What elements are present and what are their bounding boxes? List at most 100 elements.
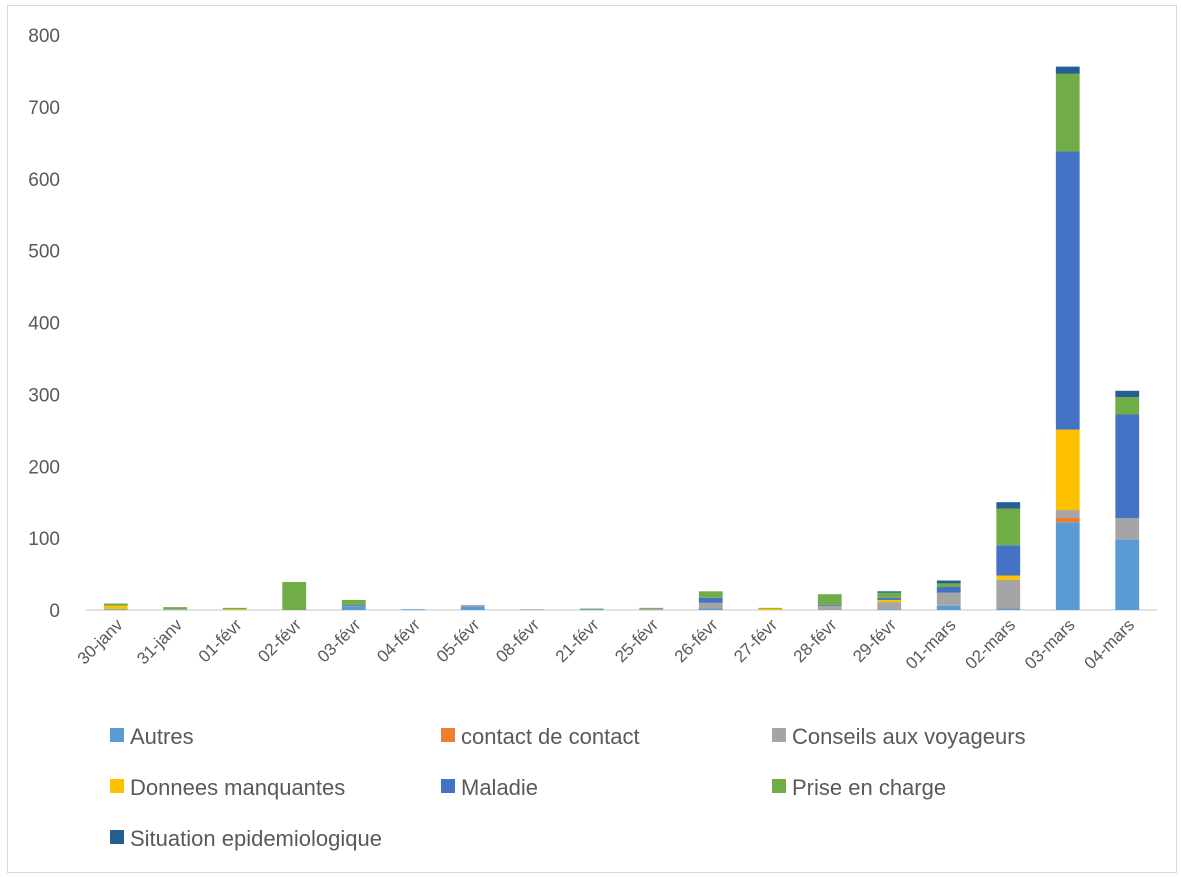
- y-tick-label: 100: [28, 529, 60, 550]
- bar-segment: [579, 609, 604, 611]
- y-tick-label: 500: [28, 242, 60, 263]
- bar-segment: [1055, 429, 1080, 511]
- bar-segment: [936, 592, 961, 606]
- x-tick-label: 02-févr: [254, 615, 305, 666]
- bar-segment: [341, 599, 366, 605]
- y-tick-label: 600: [28, 170, 60, 191]
- bar-segment: [817, 594, 842, 605]
- bar-segment: [341, 605, 366, 607]
- bar-segment: [817, 604, 842, 606]
- bar-segment: [877, 592, 902, 598]
- bar-segment: [698, 591, 723, 598]
- bar-segment: [877, 609, 902, 611]
- legend-swatch: [110, 779, 124, 793]
- legend: Autres contact de contact Conseils aux voy…: [110, 724, 1026, 851]
- y-tick-label: 0: [49, 601, 60, 622]
- bar-segment: [222, 609, 247, 611]
- x-tick-label: 02-mars: [962, 615, 1020, 673]
- x-tick-label: 27-févr: [730, 615, 781, 666]
- x-tick-label: 05-févr: [433, 615, 484, 666]
- y-tick-label: 800: [28, 26, 60, 47]
- x-tick-label: 26-févr: [671, 615, 722, 666]
- x-axis-ticks: 30-janv 31-janv 01-févr 02-févr 03-févr 04-fé…: [74, 615, 1138, 673]
- bar-segment: [103, 609, 128, 611]
- bar-segment: [103, 603, 128, 606]
- bar-segment: [1115, 397, 1140, 415]
- x-tick-label: 21-févr: [552, 615, 603, 666]
- chart-frame: [7, 5, 1177, 873]
- bar-segment: [758, 608, 783, 610]
- bar-segment: [877, 602, 902, 610]
- x-tick-label: 04-févr: [373, 615, 424, 666]
- legend-swatch: [110, 830, 124, 844]
- x-tick-label: 01-févr: [195, 615, 246, 666]
- x-tick-label: 01-mars: [902, 615, 960, 673]
- bar-segment: [222, 607, 247, 610]
- y-tick-label: 700: [28, 98, 60, 119]
- bar-segment: [1055, 518, 1080, 523]
- bar-segment: [996, 508, 1021, 546]
- bar-segment: [936, 580, 961, 584]
- bar-segment: [401, 609, 426, 611]
- bar-segment: [1055, 510, 1080, 518]
- y-axis-ticks: 0 100 200 300 400 500 600 700 800: [28, 26, 60, 622]
- bar-segment: [1115, 539, 1140, 610]
- bar-segment: [460, 604, 485, 607]
- bar-segment: [1115, 518, 1140, 540]
- bar-segment: [341, 606, 366, 610]
- bar-segment: [103, 605, 128, 610]
- bar-segment: [163, 609, 188, 611]
- legend-label: Autres: [130, 724, 194, 749]
- bar-segment: [1115, 414, 1140, 518]
- bar-segment: [877, 591, 902, 593]
- bar-segment: [996, 502, 1021, 509]
- bar-segment: [996, 575, 1021, 580]
- legend-swatch: [110, 728, 124, 742]
- x-tick-label: 28-févr: [790, 615, 841, 666]
- x-tick-label: 30-janv: [74, 615, 127, 668]
- legend-swatch: [441, 728, 455, 742]
- x-tick-label: 03-mars: [1021, 615, 1079, 673]
- x-tick-label: 29-févr: [849, 615, 900, 666]
- bar-segment: [1055, 73, 1080, 152]
- bar-segment: [877, 599, 902, 603]
- bars: [103, 66, 1140, 611]
- bar-segment: [1055, 522, 1080, 610]
- legend-label: Maladie: [461, 775, 538, 800]
- legend-label: Situation epidemiologique: [130, 826, 382, 851]
- bar-segment: [1055, 66, 1080, 74]
- bar-segment: [996, 608, 1021, 610]
- bar-segment: [936, 587, 961, 593]
- bar-segment: [520, 609, 545, 611]
- bar-segment: [698, 608, 723, 610]
- legend-label: Donnees manquantes: [130, 775, 345, 800]
- bar-segment: [698, 597, 723, 603]
- legend-swatch: [772, 779, 786, 793]
- bar-segment: [936, 605, 961, 610]
- bar-segment: [698, 602, 723, 609]
- bar-segment: [877, 597, 902, 600]
- bar-segment: [639, 607, 664, 609]
- bar-segment: [1055, 151, 1080, 430]
- bar-segment: [341, 604, 366, 606]
- y-tick-label: 300: [28, 385, 60, 406]
- y-tick-label: 400: [28, 314, 60, 335]
- bar-segment: [1115, 390, 1140, 398]
- legend-label: Prise en charge: [792, 775, 946, 800]
- bar-segment: [282, 581, 307, 610]
- bar-segment: [460, 606, 485, 610]
- bar-segment: [639, 608, 664, 610]
- y-tick-label: 200: [28, 457, 60, 478]
- bar-segment: [163, 607, 188, 610]
- bar-segment: [579, 608, 604, 610]
- bar-segment: [936, 583, 961, 587]
- bar-segment: [817, 605, 842, 610]
- legend-swatch: [441, 779, 455, 793]
- bar-segment: [758, 607, 783, 609]
- x-tick-label: 08-févr: [492, 615, 543, 666]
- x-tick-label: 31-janv: [133, 615, 186, 668]
- legend-swatch: [772, 728, 786, 742]
- legend-label: Conseils aux voyageurs: [792, 724, 1026, 749]
- x-tick-label: 25-févr: [611, 615, 662, 666]
